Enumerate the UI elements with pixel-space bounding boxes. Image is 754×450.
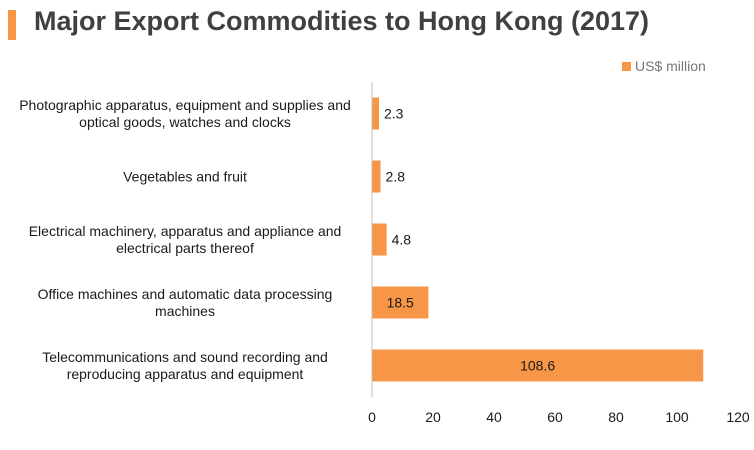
- data-label-1: 2.8: [386, 169, 406, 185]
- x-tick-label-3: 60: [547, 409, 563, 425]
- x-tick-label-6: 120: [726, 409, 750, 425]
- bar-4: [372, 349, 704, 382]
- category-label-line: machines: [155, 303, 215, 319]
- data-labels-group: 2.3 2.8 4.8 18.5 108.6: [384, 106, 555, 374]
- title-accent-bar: [8, 10, 16, 40]
- chart-title: Major Export Commodities to Hong Kong (2…: [34, 6, 650, 36]
- x-tick-label-4: 80: [608, 409, 624, 425]
- legend-label: US$ million: [635, 58, 706, 74]
- x-tick-labels-group: 0 20 40 60 80 100 120: [368, 409, 750, 425]
- category-label-0: Photographic apparatus, equipment and su…: [19, 97, 351, 130]
- category-label-line: optical goods, watches and clocks: [79, 114, 291, 130]
- category-label-1: Vegetables and fruit: [123, 169, 247, 185]
- x-tick-label-5: 100: [665, 409, 689, 425]
- bar-2: [372, 223, 387, 256]
- category-label-line: Vegetables and fruit: [123, 169, 247, 185]
- data-label-0: 2.3: [384, 106, 404, 122]
- bar-3: [372, 286, 429, 319]
- category-label-4: Telecommunications and sound recording a…: [42, 349, 328, 382]
- category-label-line: Telecommunications and sound recording a…: [42, 349, 328, 365]
- category-label-line: Photographic apparatus, equipment and su…: [19, 97, 351, 113]
- x-tick-label-0: 0: [368, 409, 376, 425]
- category-labels-group: Photographic apparatus, equipment and su…: [19, 97, 351, 382]
- category-label-line: Office machines and automatic data proce…: [38, 286, 333, 302]
- bar-1: [372, 160, 381, 193]
- category-label-line: electrical parts thereof: [116, 240, 254, 256]
- x-tick-label-2: 40: [486, 409, 502, 425]
- x-tick-label-1: 20: [425, 409, 441, 425]
- legend-swatch: [622, 61, 631, 71]
- category-label-line: Electrical machinery, apparatus and appl…: [29, 223, 342, 239]
- legend: US$ million: [622, 58, 706, 74]
- category-label-3: Office machines and automatic data proce…: [38, 286, 333, 319]
- data-label-4: 108.6: [520, 358, 555, 374]
- bar-0: [372, 97, 380, 130]
- category-label-2: Electrical machinery, apparatus and appl…: [29, 223, 342, 256]
- data-label-3: 18.5: [387, 295, 414, 311]
- category-label-line: reproducing apparatus and equipment: [67, 366, 304, 382]
- data-label-2: 4.8: [392, 232, 412, 248]
- bars-group: [372, 97, 704, 382]
